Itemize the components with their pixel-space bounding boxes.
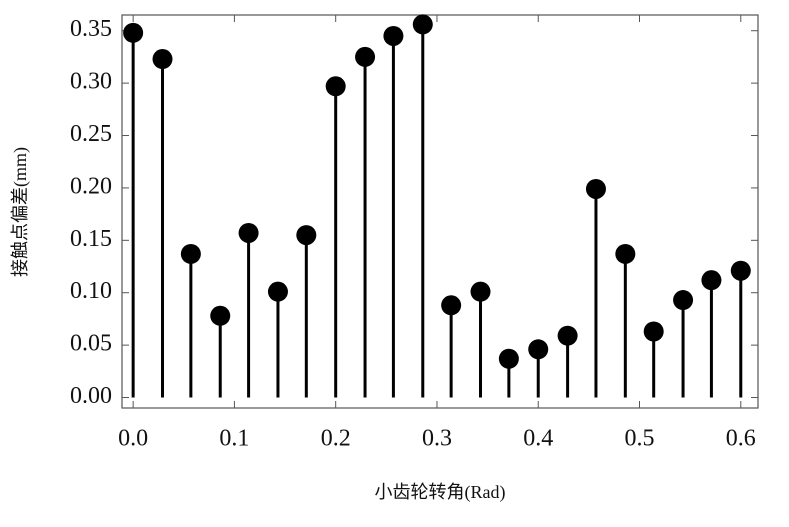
x-tick-label: 0.0 <box>118 426 148 452</box>
stem-marker <box>498 348 519 369</box>
stem-marker <box>296 225 317 246</box>
y-tick-label: 0.35 <box>70 16 112 42</box>
stem-marker <box>528 339 549 360</box>
stem-marker <box>180 243 201 264</box>
y-tick-label: 0.30 <box>70 69 112 95</box>
x-tick-label: 0.2 <box>321 426 351 452</box>
stem-marker <box>470 281 491 302</box>
stem-marker <box>643 321 664 342</box>
stem-marker <box>673 290 694 311</box>
x-tick-label: 0.6 <box>726 426 756 452</box>
stem-marker <box>238 222 259 243</box>
y-tick-label: 0.20 <box>70 173 112 199</box>
stem-marker <box>325 76 346 97</box>
x-axis-label: 小齿轮转角(Rad) <box>375 482 506 503</box>
stem-marker <box>210 305 231 326</box>
y-tick-label: 0.05 <box>70 331 112 357</box>
stem-marker <box>557 325 578 346</box>
stem-marker <box>615 243 636 264</box>
stem-marker <box>267 281 288 302</box>
y-tick-label: 0.25 <box>70 121 112 147</box>
x-tick-label: 0.5 <box>625 426 655 452</box>
y-axis-label: 接触点偏差(mm) <box>10 147 31 277</box>
y-tick-label: 0.00 <box>70 383 112 409</box>
y-tick-label: 0.10 <box>70 278 112 304</box>
stem-marker <box>701 270 722 291</box>
stem-marker <box>730 260 751 281</box>
stem-marker <box>152 49 173 70</box>
stem-marker <box>585 178 606 199</box>
stem-marker <box>412 14 433 35</box>
y-tick-label: 0.15 <box>70 226 112 252</box>
plot-frame <box>121 14 759 409</box>
x-tick-label: 0.4 <box>523 426 553 452</box>
x-tick-label: 0.1 <box>219 426 249 452</box>
stem-marker <box>441 295 462 316</box>
stem-marker <box>123 22 144 43</box>
stem-marker <box>383 25 404 46</box>
stem-marker <box>355 46 376 67</box>
x-tick-label: 0.3 <box>422 426 452 452</box>
